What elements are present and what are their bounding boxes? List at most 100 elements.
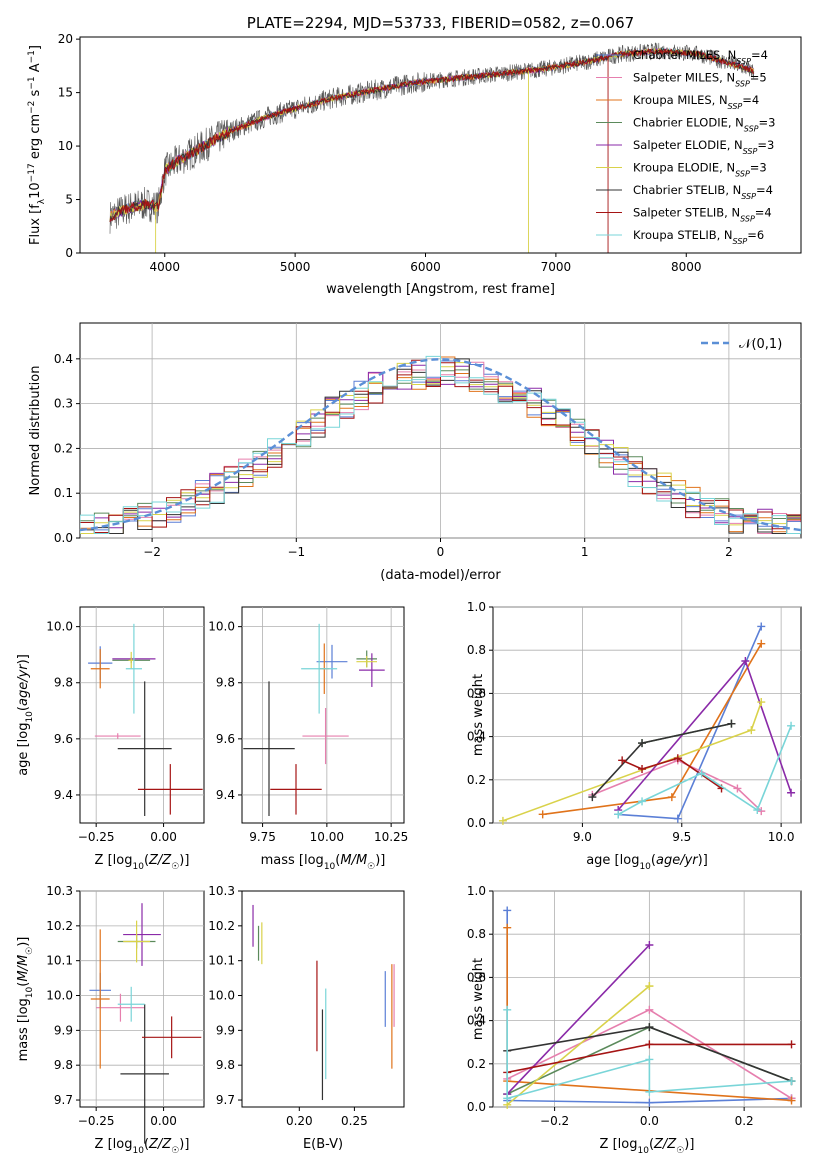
y-tick-label: 9.7 (216, 1093, 235, 1107)
legend-label: Kroupa STELIB, NSSP=6 (633, 228, 764, 246)
mass-weight-marker (787, 1040, 796, 1049)
mass-weight-line (506, 985, 650, 1106)
x-tick-label: −0.25 (78, 1114, 115, 1128)
x-tick-label: −1 (287, 545, 305, 559)
y-tick-label: 10.0 (46, 989, 73, 1003)
y-tick-label: 0.6 (467, 686, 486, 700)
y-tick-label: 0 (65, 246, 73, 260)
age-vs-mass-panel: 9.75 10.00 10.25 9.4 9.6 9.8 10.0 mass [log10(M… (208, 606, 408, 872)
plot-frame (79, 606, 205, 824)
histogram-step (80, 355, 801, 534)
y-tick-label: 0.4 (467, 730, 486, 744)
y-tick-label: 15 (58, 86, 73, 100)
x-tick-label: 7000 (541, 260, 572, 274)
legend-label: Chabrier ELODIE, NSSP=3 (633, 116, 775, 134)
y-tick-label: 10.0 (208, 989, 235, 1003)
residuals-panel: −2 −1 0 1 2 0.0 0.1 0.2 0.3 0.4 𝒩(0,1) (data-model)… (28, 322, 802, 583)
axis-label: (data-model)/error (380, 568, 501, 583)
y-tick-label: 9.8 (54, 1058, 73, 1072)
x-tick-label: −0.25 (78, 830, 115, 844)
mass-weight-marker (753, 806, 762, 815)
mass-weight-marker (645, 1005, 654, 1014)
x-tick-label: 10.00 (310, 830, 344, 844)
axis-label: mass weight (471, 674, 486, 756)
grid (493, 606, 801, 824)
axis-label: mass [log10(M/M☉)] (261, 853, 386, 872)
y-tick-label: 9.4 (216, 788, 235, 802)
x-tick-label: 8000 (671, 260, 702, 274)
y-tick-label: 20 (58, 32, 73, 46)
axis-label: age [log10(age/yr)] (586, 853, 708, 872)
axis-label: Normed distribution (28, 366, 43, 496)
x-tick-label: 6000 (410, 260, 441, 274)
mass-weight-marker (498, 816, 507, 825)
age-vs-Z-panel: −0.25 0.00 9.4 9.6 9.8 10.0 Z [log10(Z/Z☉)] age… (16, 606, 205, 872)
y-tick-label: 9.6 (54, 732, 73, 746)
mass-weight-marker (618, 756, 627, 765)
mass-weight-marker (697, 769, 706, 778)
plot-frame (79, 36, 802, 254)
x-tick-label: 0.25 (341, 1114, 368, 1128)
y-tick-label: 0.4 (467, 1014, 486, 1028)
mass-weight-marker (645, 1087, 654, 1096)
mass-weight-marker (503, 1005, 512, 1014)
gaussian-curve (79, 358, 802, 532)
x-tick-label: 9.5 (672, 830, 691, 844)
y-tick-label: 9.9 (216, 1023, 235, 1037)
mass-weight-marker (645, 941, 654, 949)
mass-weight-marker (727, 719, 736, 728)
y-tick-label: 10.3 (46, 884, 73, 898)
legend-label: Chabrier STELIB, NSSP=4 (633, 183, 773, 201)
mass-weight-marker (645, 1055, 654, 1064)
legend-label: 𝒩(0,1) (739, 337, 782, 352)
mass-vs-EBV-panel: 0.20 0.25 9.7 9.8 9.9 10.0 10.1 10.2 10.3 E(B-V) (208, 884, 405, 1152)
mass-weight-marker (645, 1040, 654, 1049)
mass-weight-marker (503, 923, 512, 932)
legend-label: Salpeter ELODIE, NSSP=3 (633, 138, 774, 156)
x-tick-label: 0 (437, 545, 445, 559)
x-tick-label: 4000 (149, 260, 180, 274)
axis-label: Z [log10(Z/Z☉)] (95, 1137, 190, 1156)
y-tick-label: 9.6 (216, 732, 235, 746)
x-tick-label: 10.0 (768, 830, 795, 844)
y-tick-label: 10.2 (208, 919, 235, 933)
y-tick-label: 0.8 (467, 643, 486, 657)
x-tick-label: −0.2 (540, 1114, 569, 1128)
mass-weight-marker (787, 788, 796, 797)
spectrum-title: PLATE=2294, MJD=53733, FIBERID=0582, z=0… (247, 14, 634, 32)
x-tick-label: 10.25 (374, 830, 408, 844)
legend-label: Salpeter STELIB, NSSP=4 (633, 206, 772, 224)
mass-weight-marker (787, 721, 796, 730)
y-tick-label: 10.3 (208, 884, 235, 898)
mass-weight-marker (757, 807, 766, 816)
mass-weight-line (592, 759, 762, 812)
y-tick-label: 0.3 (54, 397, 73, 411)
y-tick-label: 9.9 (54, 1023, 73, 1037)
grid (80, 607, 204, 823)
y-tick-label: 0.2 (54, 441, 73, 455)
axis-label: mass weight (471, 958, 486, 1040)
mass-weight-marker (787, 1077, 796, 1086)
weight-vs-Z-panel: −0.2 0.0 0.2 0.0 0.2 0.4 0.6 0.8 1.0 Z [log10(Z/Z… (467, 884, 802, 1156)
legend-label: Chabrier MILES, NSSP=4 (633, 48, 768, 66)
x-tick-label: −2 (143, 545, 161, 559)
x-tick-label: 5000 (280, 260, 311, 274)
x-tick-label: 0.00 (150, 830, 177, 844)
mass-weight-marker (645, 1098, 654, 1107)
x-tick-label: 9.75 (249, 830, 276, 844)
y-tick-label: 0.2 (467, 773, 486, 787)
legend-label: Kroupa MILES, NSSP=4 (633, 93, 759, 111)
mass-weight-marker (645, 982, 654, 991)
mass-weight-marker (667, 793, 676, 802)
y-tick-label: 10 (58, 139, 73, 153)
axis-label: Flux [fλ10−17 erg cm−2 s−1 A−1] (27, 45, 47, 245)
y-tick-label: 9.7 (54, 1093, 73, 1107)
y-tick-label: 0.0 (54, 531, 73, 545)
mass-weight-marker (673, 754, 682, 763)
mass-weight-line (506, 944, 650, 1095)
mass-weight-marker (741, 657, 750, 665)
spectrum-panel: PLATE=2294, MJD=53733, FIBERID=0582, z=0… (27, 14, 802, 297)
mass-weight-line (617, 659, 792, 811)
x-tick-label: 1 (581, 545, 589, 559)
y-tick-label: 1.0 (467, 884, 486, 898)
